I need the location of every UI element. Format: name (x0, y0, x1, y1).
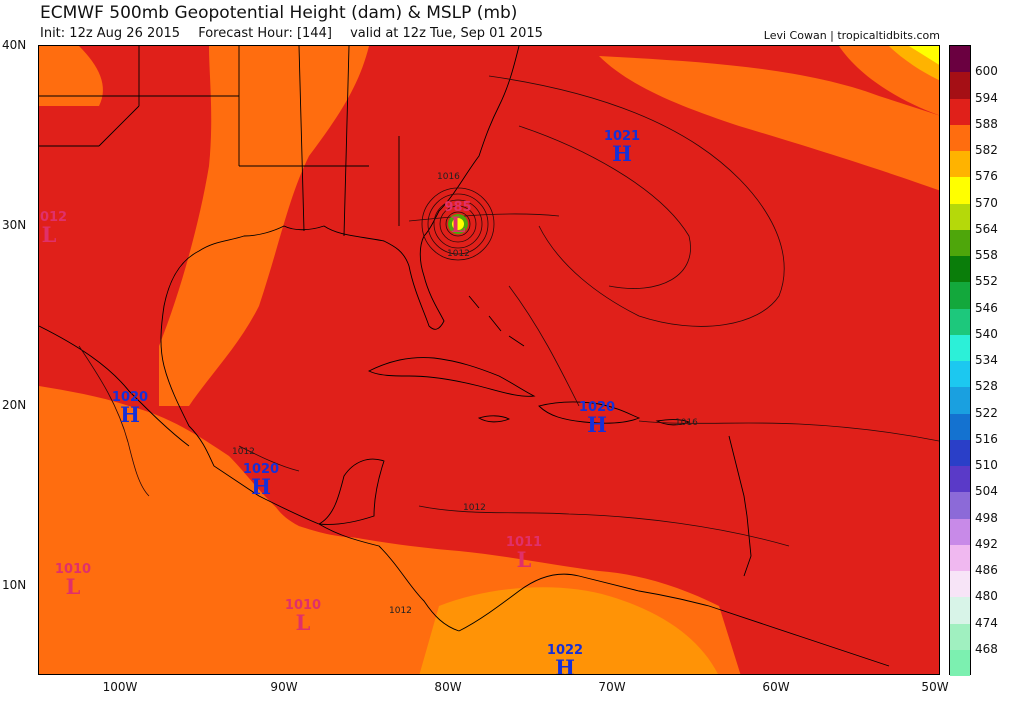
height-shading-588-ca (269, 486, 399, 538)
colorbar-label: 588 (975, 116, 998, 131)
colorbar-swatch (950, 413, 970, 440)
isobar-label: 1012 (389, 606, 412, 616)
colorbar-label: 504 (975, 484, 998, 499)
isobar-label: 1012 (463, 503, 486, 513)
colorbar-label: 534 (975, 353, 998, 367)
colorbar-swatch (950, 623, 970, 650)
colorbar-label: 510 (975, 458, 998, 472)
colorbar-swatch (950, 544, 970, 571)
colorbar-swatch (950, 597, 970, 624)
colorbar-label: 594 (975, 90, 998, 105)
colorbar-swatch (950, 256, 970, 283)
colorbar-label: 468 (975, 641, 998, 656)
colorbar-swatch (950, 203, 970, 230)
isobar-label: 1012 (447, 249, 470, 259)
colorbar-swatch (950, 439, 970, 466)
chart-title: ECMWF 500mb Geopotential Height (dam) & … (40, 3, 518, 23)
isobar-label: 1012 (232, 447, 255, 457)
high-pressure-center: 1020 H (242, 462, 280, 499)
lon-label: 70W (598, 680, 626, 694)
colorbar-swatch (950, 98, 970, 125)
colorbar-label: 570 (975, 195, 998, 210)
colorbar-label: 552 (975, 274, 998, 289)
credit-text: Levi Cowan | tropicaltidbits.com (763, 29, 940, 42)
hurricane-eye (452, 218, 464, 230)
lat-label: 20N (2, 398, 27, 412)
colorbar-swatch (950, 177, 970, 204)
colorbar-label: 492 (975, 536, 998, 551)
colorbar-label: 558 (975, 248, 998, 262)
height-shading-582-central (159, 46, 369, 406)
colorbar-label: 486 (975, 563, 998, 577)
height-shading-570 (909, 46, 939, 65)
low-pressure-center: 985 L (444, 200, 472, 237)
colorbar-swatch (950, 518, 970, 545)
high-pressure-center: 1021 H (603, 129, 641, 166)
height-shading-582-ne (599, 56, 939, 191)
lon-label: 60W (762, 680, 790, 694)
low-pressure-center: 1012 L (39, 210, 68, 247)
colorbar-swatch (950, 387, 970, 414)
colorbar-swatch (950, 649, 970, 676)
high-pressure-center: 1020 H (111, 390, 149, 427)
lon-label: 100W (102, 680, 138, 694)
colorbar-label: 564 (975, 221, 998, 236)
height-shading-582-nw (39, 46, 103, 106)
map-graphic (39, 46, 939, 674)
lon-label: 50W (921, 680, 949, 694)
isobars (78, 75, 939, 547)
colorbar-swatch (950, 308, 970, 335)
colorbar-swatch (950, 334, 970, 361)
colorbar-label: 576 (975, 169, 998, 184)
colorbar-label: 528 (975, 379, 998, 394)
colorbar-label: 480 (975, 589, 998, 604)
colorbar-label: 600 (975, 64, 998, 79)
colorbar-swatch (950, 282, 970, 309)
colorbar-swatch (950, 492, 970, 519)
high-pressure-center: 1022 H (546, 643, 584, 675)
colorbar-swatch (950, 229, 970, 256)
colorbar-swatch (950, 46, 970, 73)
isobar-label: 1016 (437, 172, 460, 182)
colorbar-label: 582 (975, 143, 998, 157)
low-pressure-center: 1011 L (505, 535, 543, 572)
low-pressure-center: 1010 L (54, 562, 92, 599)
coastlines (39, 46, 890, 667)
valid-time: valid at 12z Tue, Sep 01 2015 (350, 26, 543, 41)
lon-label: 80W (434, 680, 462, 694)
map-panel: 1016 1012 1016 1012 1012 1012 1021 H 102… (38, 45, 940, 675)
lat-label: 30N (2, 218, 27, 232)
colorbar-label: 498 (975, 510, 998, 525)
colorbar-label: 516 (975, 431, 998, 446)
colorbar-swatch (950, 466, 970, 493)
lat-label: 10N (2, 578, 27, 592)
lat-label: 40N (2, 38, 27, 52)
colorbar (949, 45, 971, 676)
colorbar-swatch (950, 72, 970, 99)
colorbar-label: 546 (975, 300, 998, 315)
lon-label: 90W (270, 680, 298, 694)
chart-subtitle: Init: 12z Aug 26 2015 Forecast Hour: [14… (40, 26, 557, 41)
low-pressure-center: 1010 L (284, 598, 322, 635)
colorbar-swatch (950, 361, 970, 388)
init-time: Init: 12z Aug 26 2015 (40, 26, 181, 41)
colorbar-swatch (950, 124, 970, 151)
isobar-label: 1016 (675, 418, 698, 428)
colorbar-label: 540 (975, 326, 998, 341)
colorbar-label: 474 (975, 615, 998, 630)
colorbar-label: 522 (975, 405, 998, 420)
colorbar-swatch (950, 151, 970, 178)
colorbar-swatch (950, 571, 970, 598)
forecast-hour: Forecast Hour: [144] (198, 26, 332, 41)
high-pressure-center: 1020 H (578, 400, 616, 437)
